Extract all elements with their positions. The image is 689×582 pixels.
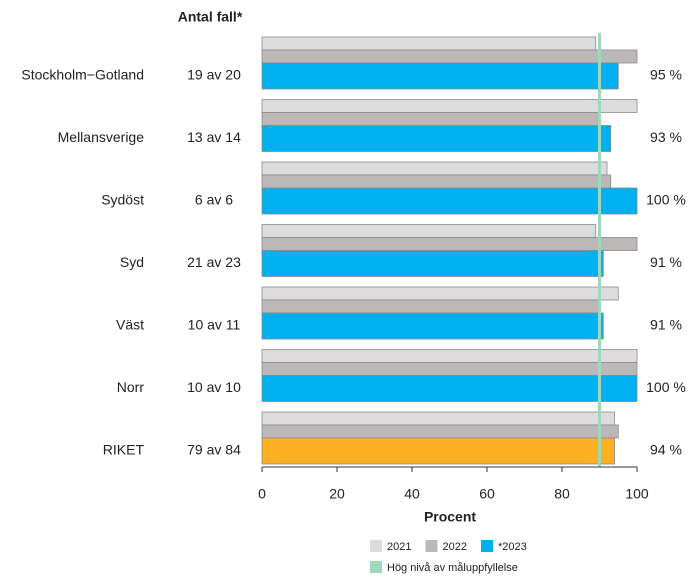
count-label: 79 av 84	[187, 442, 241, 458]
legend-label: 2021	[387, 541, 411, 553]
count-label: 10 av 11	[188, 317, 241, 333]
x-tick-label: 0	[258, 486, 266, 502]
value-label: 95 %	[650, 67, 682, 83]
x-tick-label: 100	[625, 486, 649, 502]
legend-label: 2022	[442, 541, 466, 553]
category-label: Syd	[120, 254, 144, 270]
x-axis-label: Procent	[424, 509, 476, 525]
bar	[261, 237, 638, 251]
value-label: 94 %	[650, 442, 682, 458]
bar	[261, 187, 638, 215]
value-label: 91 %	[650, 254, 682, 270]
bar	[261, 161, 608, 176]
bar	[261, 36, 597, 51]
count-label: 13 av 14	[187, 129, 241, 145]
bar	[261, 99, 638, 113]
category-label: Mellansverige	[58, 129, 145, 145]
count-label: 10 av 10	[187, 379, 241, 395]
bar	[261, 312, 604, 340]
bar	[261, 299, 600, 314]
bar	[261, 49, 638, 64]
bar	[261, 424, 619, 439]
x-tick-label: 60	[479, 486, 495, 502]
bar	[261, 112, 600, 126]
legend-swatch	[480, 540, 493, 552]
count-label: 19 av 20	[187, 67, 241, 83]
count-header: Antal fall*	[178, 9, 243, 25]
x-tick-label: 40	[404, 486, 420, 502]
legend-label: Hög nivå av måluppfyllelse	[387, 562, 518, 574]
count-label: 6 av 6	[195, 192, 233, 208]
x-tick-label: 20	[329, 486, 345, 502]
category-label: Sydöst	[101, 192, 144, 208]
bar	[261, 411, 615, 426]
category-label: Väst	[116, 317, 144, 333]
value-label: 93 %	[650, 129, 682, 145]
legend-swatch	[425, 540, 438, 552]
bar	[261, 250, 604, 277]
bar	[261, 349, 638, 363]
bar	[261, 286, 619, 301]
bar	[261, 437, 615, 465]
x-tick-label: 80	[554, 486, 570, 502]
bar	[261, 62, 619, 90]
value-label: 100 %	[646, 379, 686, 395]
legend-swatch	[370, 540, 382, 552]
count-label: 21 av 23	[187, 254, 241, 270]
bar	[261, 362, 638, 376]
value-label: 91 %	[650, 317, 682, 333]
category-label: RIKET	[103, 442, 145, 458]
bar	[261, 174, 612, 189]
value-label: 100 %	[646, 192, 686, 208]
legend-swatch	[370, 561, 382, 573]
bar	[261, 125, 612, 152]
bar	[261, 375, 638, 402]
bar	[261, 224, 597, 238]
legend-label: *2023	[498, 541, 527, 553]
category-label: Stockholm−Gotland	[21, 67, 144, 83]
category-label: Norr	[117, 379, 145, 395]
